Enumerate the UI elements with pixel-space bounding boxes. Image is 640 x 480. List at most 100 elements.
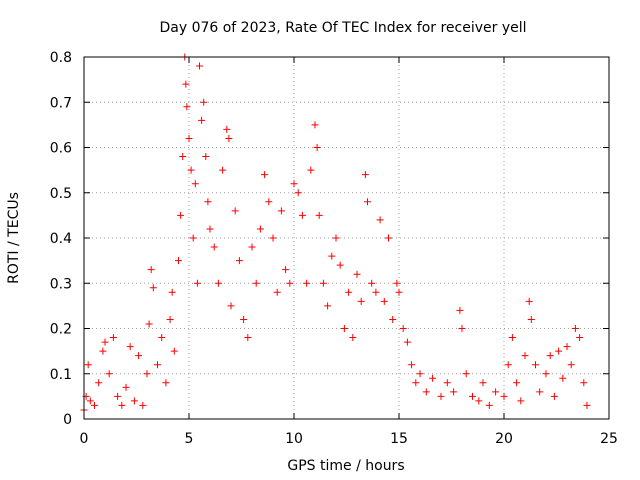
data-point: [315, 211, 323, 219]
data-point: [196, 62, 203, 70]
data-point: [429, 374, 437, 382]
data-point: [456, 306, 464, 314]
data-point: [485, 401, 493, 409]
data-point: [532, 361, 539, 369]
data-point: [525, 297, 533, 305]
data-point: [416, 370, 424, 378]
data-point: [130, 397, 138, 405]
data-point: [298, 211, 306, 219]
data-point: [492, 388, 500, 396]
chart-title: Day 076 of 2023, Rate Of TEC Index for r…: [159, 20, 526, 36]
y-tick-label: 0.1: [50, 367, 72, 383]
data-point: [206, 225, 214, 233]
data-point: [357, 297, 365, 305]
data-point: [177, 211, 185, 219]
data-point: [187, 166, 195, 174]
data-point: [135, 352, 143, 360]
y-tick-label: 0.8: [50, 50, 72, 66]
y-tick-label: 0.2: [50, 322, 72, 338]
data-point: [328, 252, 336, 260]
data-point: [504, 361, 512, 369]
data-point: [303, 279, 311, 287]
plot-frame: [83, 56, 610, 420]
data-point: [527, 315, 535, 323]
data-point: [179, 153, 187, 161]
data-point: [408, 361, 416, 369]
y-tick-label: 0: [63, 412, 72, 428]
y-tick-label: 0.5: [50, 186, 72, 202]
data-point: [240, 315, 248, 323]
data-point: [154, 361, 161, 369]
data-point: [91, 401, 98, 409]
x-axis-label: GPS time / hours: [287, 458, 404, 474]
data-point: [214, 279, 222, 287]
data-point: [385, 234, 392, 242]
data-point: [200, 98, 208, 106]
data-point: [225, 134, 233, 142]
data-point: [319, 279, 327, 287]
data-point: [189, 234, 197, 242]
data-point: [122, 383, 130, 391]
data-point: [114, 392, 122, 400]
x-tick-label: 5: [185, 431, 194, 447]
x-tick-label: 10: [285, 431, 303, 447]
data-point: [443, 379, 451, 387]
data-point: [462, 370, 470, 378]
data-point: [269, 234, 277, 242]
data-point: [361, 171, 369, 179]
data-point: [143, 370, 151, 378]
data-point: [567, 361, 575, 369]
data-point: [555, 347, 563, 355]
data-point: [353, 270, 361, 278]
data-point: [340, 325, 348, 332]
data-points: [80, 53, 591, 414]
data-point: [395, 288, 403, 296]
data-point: [403, 338, 411, 346]
data-point: [336, 261, 344, 269]
data-point: [198, 116, 206, 124]
y-tick-label: 0.7: [50, 95, 72, 111]
data-point: [571, 325, 579, 332]
data-point: [546, 352, 554, 360]
data-point: [542, 370, 550, 378]
data-point: [84, 361, 92, 369]
data-point: [508, 334, 516, 342]
data-point: [101, 338, 109, 346]
data-point: [324, 302, 332, 310]
data-point: [109, 334, 117, 342]
data-point: [231, 207, 239, 215]
data-point: [517, 397, 525, 405]
data-point: [580, 379, 588, 387]
data-point: [583, 401, 591, 409]
data-point: [166, 315, 174, 323]
data-point: [389, 315, 397, 323]
data-point: [450, 388, 458, 396]
data-point: [185, 134, 193, 142]
data-point: [219, 166, 227, 174]
data-point: [223, 125, 231, 133]
data-point: [183, 103, 191, 111]
data-point: [380, 297, 388, 305]
data-point: [95, 379, 103, 387]
data-point: [332, 234, 340, 242]
gridlines: [84, 57, 609, 419]
data-point: [86, 397, 94, 405]
data-point: [182, 80, 190, 88]
data-point: [307, 166, 315, 174]
data-point: [372, 288, 380, 296]
data-point: [393, 279, 401, 287]
data-point: [286, 279, 294, 287]
data-point: [563, 343, 571, 351]
data-point: [248, 243, 256, 251]
data-point: [193, 279, 201, 287]
data-point: [345, 288, 353, 296]
data-point: [191, 180, 199, 188]
x-tick-label: 25: [600, 431, 618, 447]
data-point: [349, 334, 357, 342]
data-point: [559, 374, 567, 382]
x-tick-label: 0: [80, 431, 89, 447]
x-tick-label: 15: [390, 431, 408, 447]
data-point: [227, 302, 235, 310]
axis-ticks: 0 5 10 15 20 25 0 0.1 0.2 0.3 0.4 0.5 0.6 0.7 0.8: [50, 50, 618, 447]
data-point: [277, 207, 285, 215]
